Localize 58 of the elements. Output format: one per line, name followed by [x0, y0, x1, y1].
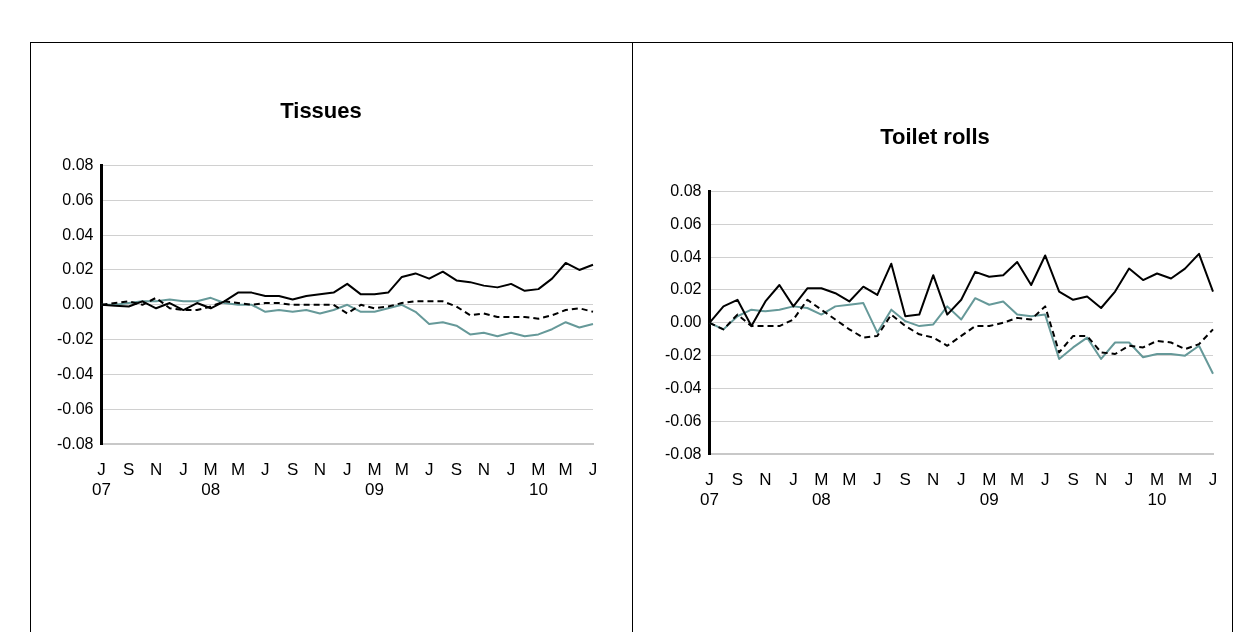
y-tick-label: -0.04 [57, 364, 94, 382]
x-tick-label: J [788, 470, 798, 490]
x-tick-label: M [230, 460, 246, 480]
y-tick-label: 0.02 [669, 280, 702, 298]
x-tick-label: N [1094, 470, 1107, 490]
x-tick-label: S [123, 460, 135, 480]
x-tick-label: M [841, 470, 856, 490]
x-tick-label: J [424, 460, 434, 480]
x-tick-label: N [926, 470, 939, 490]
x-tick-label: S [731, 470, 743, 490]
y-tick-label: -0.04 [664, 378, 702, 396]
x-tick-label: J [261, 460, 270, 480]
y-tick-label: -0.06 [664, 411, 702, 429]
x-tick-label: S [450, 460, 463, 480]
x-tick-label: J [179, 460, 188, 480]
x-tick-label: J [872, 470, 882, 490]
x-tick-label: M 10 [1147, 470, 1167, 510]
x-tick-label: M [1009, 470, 1024, 490]
y-tick-label: 0.08 [669, 181, 702, 199]
x-tick-label: M 08 [201, 460, 221, 500]
x-tick-label: J [1124, 470, 1133, 490]
x-tick-label: J [588, 460, 598, 480]
x-tick-label: J [342, 460, 352, 480]
x-tick-label: J 07 [699, 470, 719, 510]
x-tick-label: M 08 [811, 470, 831, 510]
y-tick-label: 0.04 [669, 247, 702, 265]
y-tick-label: 0.06 [669, 214, 702, 232]
x-tick-label: S [1066, 470, 1079, 490]
x-tick-label: J [1208, 470, 1217, 490]
y-tick-label: -0.02 [57, 330, 94, 348]
chart-title: Toilet rolls [879, 124, 990, 150]
y-tick-label: 0.08 [62, 155, 94, 173]
x-tick-label: M 09 [365, 460, 384, 500]
x-tick-label: M [394, 460, 409, 480]
y-tick-label: -0.08 [57, 434, 94, 452]
y-tick-label: 0.00 [62, 295, 94, 313]
x-tick-label: N [758, 470, 772, 490]
x-tick-label: S [286, 460, 299, 480]
y-tick-label: 0.04 [62, 225, 94, 243]
y-tick-label: 0.00 [669, 313, 702, 331]
y-tick-label: -0.08 [664, 444, 702, 462]
x-tick-label: M 09 [979, 470, 999, 510]
x-tick-label: N [313, 460, 327, 480]
x-tick-label: S [899, 470, 911, 490]
x-tick-label: M [1177, 470, 1192, 490]
x-tick-label: N [149, 460, 163, 480]
y-tick-label: -0.06 [57, 399, 94, 417]
y-tick-label: 0.06 [62, 190, 94, 208]
chart-title: Tissues [280, 98, 362, 124]
y-tick-label: 0.02 [62, 260, 94, 278]
x-tick-label: J [1040, 470, 1049, 490]
x-tick-label: J [506, 460, 516, 480]
x-tick-label: M [558, 460, 573, 480]
x-tick-label: J [956, 470, 965, 490]
x-tick-label: J 07 [92, 460, 111, 500]
y-tick-label: -0.02 [664, 346, 702, 364]
x-tick-label: N [477, 460, 490, 480]
x-tick-label: M 10 [528, 460, 548, 500]
